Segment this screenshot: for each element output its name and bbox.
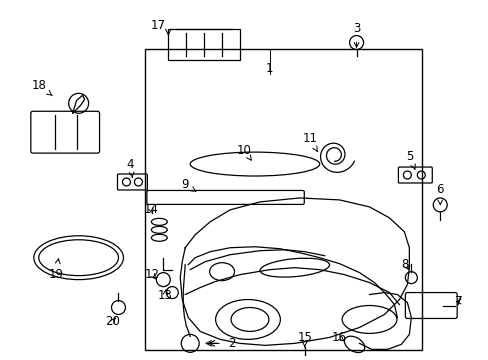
- Text: 9: 9: [181, 179, 195, 192]
- Text: 16: 16: [331, 331, 346, 344]
- Text: 18: 18: [31, 79, 52, 96]
- Text: 20: 20: [105, 315, 120, 328]
- Text: 7: 7: [454, 295, 462, 308]
- Bar: [168, 28, 240, 60]
- Text: 4: 4: [126, 158, 134, 177]
- Text: 6: 6: [436, 184, 443, 204]
- Text: 13: 13: [158, 289, 172, 302]
- Bar: [144, 49, 422, 350]
- Text: 5: 5: [405, 150, 414, 169]
- Text: 19: 19: [48, 259, 63, 281]
- Text: 1: 1: [265, 62, 273, 75]
- Text: 11: 11: [302, 132, 317, 151]
- Text: 2: 2: [228, 337, 235, 350]
- Text: 14: 14: [143, 203, 159, 216]
- Text: 3: 3: [352, 22, 360, 47]
- Text: 7: 7: [454, 295, 462, 308]
- Text: 8: 8: [401, 258, 408, 271]
- Text: 12: 12: [144, 268, 160, 281]
- Text: 17: 17: [150, 19, 165, 32]
- Text: 10: 10: [236, 144, 251, 160]
- Text: 15: 15: [297, 331, 311, 347]
